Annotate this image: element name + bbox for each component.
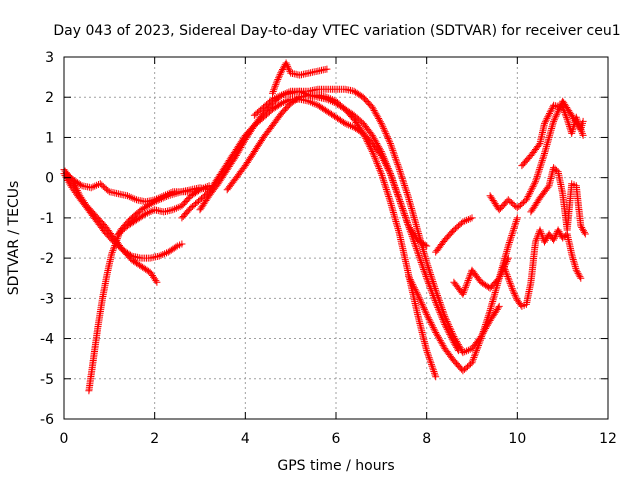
- y-tick-label: -3: [40, 291, 54, 307]
- series-arc8: [223, 91, 440, 381]
- grid-lines: [64, 57, 608, 419]
- series-marks: [500, 226, 585, 310]
- series-marks: [432, 214, 476, 256]
- x-tick-label: 6: [332, 431, 341, 447]
- series-arc16: [527, 164, 589, 238]
- y-tick-label: -4: [40, 332, 54, 348]
- series-arc6: [178, 95, 431, 250]
- x-tick-label: 2: [150, 431, 159, 447]
- y-tick-label: 0: [45, 171, 54, 187]
- series-marks: [196, 87, 462, 355]
- data-series: [60, 59, 589, 395]
- series-marks: [450, 254, 512, 298]
- series-arc14: [486, 97, 587, 214]
- x-tick-label: 12: [599, 431, 617, 447]
- series-arc9: [250, 85, 503, 357]
- series-marks: [486, 97, 587, 214]
- y-tick-label: -2: [40, 251, 54, 267]
- series-marks: [223, 91, 440, 381]
- series-marks: [527, 164, 589, 238]
- y-tick-label: -6: [40, 412, 54, 428]
- series-marks: [269, 59, 331, 97]
- y-tick-label: 1: [45, 130, 54, 146]
- series-marks: [178, 95, 431, 250]
- series-arc15: [500, 226, 585, 310]
- series-arc10: [269, 59, 331, 97]
- y-axis-label: SDTVAR / TECUs: [6, 181, 22, 296]
- y-tick-label: -5: [40, 372, 54, 388]
- chart-title: Day 043 of 2023, Sidereal Day-to-day VTE…: [53, 23, 620, 39]
- series-arc12: [432, 214, 476, 256]
- series-arc13: [450, 254, 512, 298]
- series-arc1: [60, 166, 161, 286]
- y-tick-label: 2: [45, 90, 54, 106]
- series-marks: [250, 85, 503, 357]
- x-tick-label: 10: [508, 431, 526, 447]
- x-axis-label: GPS time / hours: [277, 458, 394, 474]
- x-tick-label: 0: [60, 431, 69, 447]
- y-tick-label: 3: [45, 50, 54, 66]
- y-tick-label: -1: [40, 211, 54, 227]
- series-marks: [60, 166, 161, 286]
- series-arc17: [518, 101, 587, 170]
- series-marks: [518, 101, 587, 170]
- series-arc5: [114, 182, 213, 238]
- x-tick-label: 4: [241, 431, 250, 447]
- x-tick-label: 8: [422, 431, 431, 447]
- series-arc7: [196, 87, 462, 355]
- series-marks: [114, 182, 213, 238]
